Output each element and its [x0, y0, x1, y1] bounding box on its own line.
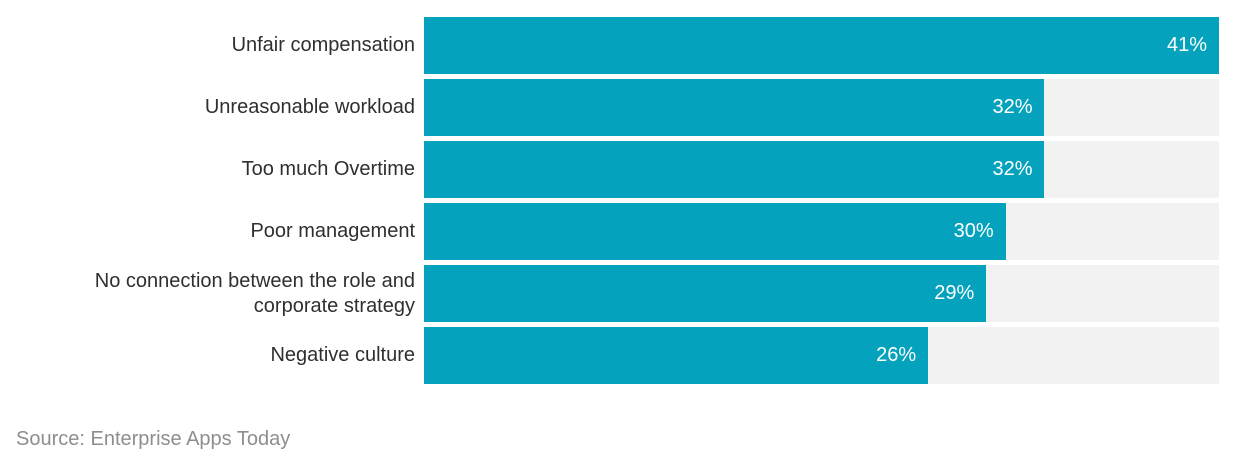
bar-track: 32%: [424, 79, 1219, 136]
bar: 32%: [424, 141, 1045, 198]
value-label: 32%: [992, 96, 1033, 118]
value-label: 29%: [934, 282, 975, 304]
category-label: Negative culture: [270, 344, 415, 366]
bar: 29%: [424, 265, 987, 322]
category-label: No connection between the role and corpo…: [94, 269, 415, 317]
bar-row: No connection between the role and corpo…: [0, 265, 1240, 322]
category-label: Unreasonable workload: [204, 96, 415, 118]
bar-row: Negative culture 26%: [0, 327, 1240, 384]
category-label: Unfair compensation: [231, 34, 415, 56]
value-label: 30%: [953, 220, 994, 242]
bar-track: 41%: [424, 17, 1219, 74]
bar-track: 32%: [424, 141, 1219, 198]
value-label: 26%: [876, 344, 917, 366]
bar-row: Too much Overtime 32%: [0, 141, 1240, 198]
bar-track: 29%: [424, 265, 1219, 322]
bar-row: Poor management 30%: [0, 203, 1240, 260]
bar: 32%: [424, 79, 1045, 136]
bar: 41%: [424, 17, 1219, 74]
chart-plot-area: Unfair compensation 41% Unreasonable wor…: [0, 17, 1240, 384]
value-label: 41%: [1166, 34, 1207, 56]
category-label: Poor management: [250, 220, 415, 242]
bar: 26%: [424, 327, 929, 384]
category-label: Too much Overtime: [241, 158, 415, 180]
bar: 30%: [424, 203, 1006, 260]
bar-track: 26%: [424, 327, 1219, 384]
bar-row: Unfair compensation 41%: [0, 17, 1240, 74]
bar-track: 30%: [424, 203, 1219, 260]
bar-row: Unreasonable workload 32%: [0, 79, 1240, 136]
source-note: Source: Enterprise Apps Today: [16, 428, 291, 450]
value-label: 32%: [992, 158, 1033, 180]
